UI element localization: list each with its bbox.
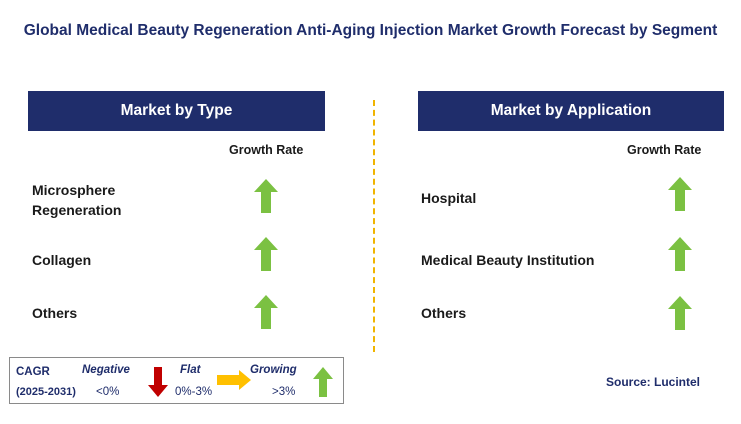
legend-negative-label: Negative [82, 364, 130, 376]
source-note: Source: Lucintel [606, 375, 701, 389]
up-arrow-icon [254, 179, 278, 213]
up-arrow-icon [254, 295, 278, 329]
row-label-line: Microsphere [32, 182, 116, 198]
row-label-collagen: Collagen [32, 252, 92, 268]
legend-growing-range: >3% [272, 386, 296, 398]
legend-negative-range: <0% [96, 386, 120, 398]
panel-header-type: Market by Type [28, 91, 325, 131]
row-label-microsphere-regeneration: Microsphere Regeneration [32, 180, 121, 220]
up-arrow-icon [668, 177, 692, 211]
panel-header-application: Market by Application [418, 91, 724, 131]
chart-title: Global Medical Beauty Regeneration Anti-… [23, 22, 718, 39]
panel-divider [373, 100, 375, 352]
up-arrow-icon [313, 367, 333, 397]
up-arrow-icon [668, 296, 692, 330]
up-arrow-icon [254, 237, 278, 271]
legend-flat-label: Flat [180, 364, 201, 376]
up-arrow-icon [668, 237, 692, 271]
row-label-others: Others [421, 305, 467, 321]
right-arrow-icon [217, 370, 251, 390]
row-label-line: Regeneration [32, 202, 122, 218]
growth-rate-column-label: Growth Rate [229, 143, 304, 157]
row-label-others: Others [32, 305, 78, 321]
down-arrow-icon [148, 367, 168, 397]
row-label-medical-beauty-institution: Medical Beauty Institution [421, 252, 595, 268]
legend-growing-label: Growing [250, 364, 297, 376]
legend-flat-range: 0%-3% [175, 386, 213, 398]
legend-cagr-label: CAGR [16, 366, 50, 378]
row-label-hospital: Hospital [421, 190, 477, 206]
legend: CAGR (2025-2031) Negative <0% Flat 0%-3%… [9, 357, 344, 404]
legend-period: (2025-2031) [16, 386, 76, 398]
growth-rate-column-label: Growth Rate [627, 143, 702, 157]
